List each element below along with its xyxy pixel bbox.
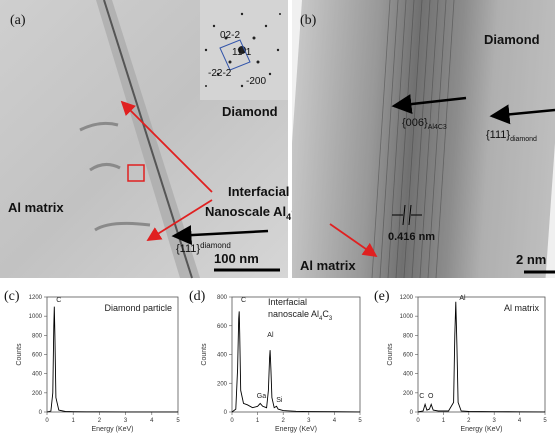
peak-label: Al (459, 295, 466, 302)
peak-label: O (428, 393, 434, 400)
x-tick-label: 2 (98, 418, 102, 424)
saed-index: -22-2 (208, 68, 232, 79)
chart-subtitle: nanoscale Al4C3 (268, 309, 333, 322)
x-tick-label: 5 (176, 418, 180, 424)
y-tick-label: 400 (32, 372, 43, 378)
plane-text: {006} (402, 117, 428, 129)
direction-sub: diamond (200, 241, 231, 250)
subtitle-part: nanoscale Al (268, 309, 319, 319)
peak-label: C (56, 297, 61, 304)
y-tick-label: 200 (32, 391, 43, 397)
plane-sub: Al4C3 (428, 124, 447, 131)
matrix-label: Al matrix (8, 200, 64, 215)
x-tick-label: 2 (467, 418, 471, 424)
x-tick-label: 3 (493, 418, 497, 424)
x-tick-label: 4 (518, 418, 522, 424)
chart-title: Al matrix (504, 303, 540, 313)
scale-label: 100 nm (214, 251, 259, 266)
y-tick-label: 1000 (400, 314, 414, 320)
panel-label: (b) (300, 13, 317, 28)
y-tick-label: 400 (217, 353, 228, 359)
y-axis-label: Counts (16, 343, 23, 366)
saed-label: Diamond (222, 104, 278, 119)
x-tick-label: 5 (543, 418, 547, 424)
diamond-label: Diamond (484, 32, 540, 47)
x-tick-label: 3 (124, 418, 128, 424)
peak-label: C (419, 393, 424, 400)
y-tick-label: 1000 (29, 314, 43, 320)
saed-index: -200 (246, 76, 266, 87)
page: 02-2 11-1 -22-2 -200 Diamond (a) Interfa… (0, 0, 555, 434)
y-tick-label: 600 (217, 324, 228, 330)
y-tick-label: 200 (217, 381, 228, 387)
y-tick-label: 0 (410, 410, 414, 416)
y-tick-label: 800 (217, 295, 228, 301)
y-tick-label: 400 (403, 372, 414, 378)
panel-a: 02-2 11-1 -22-2 -200 Diamond (a) Interfa… (0, 0, 306, 278)
x-tick-label: 5 (358, 418, 362, 424)
y-tick-label: 1200 (29, 295, 43, 301)
y-tick-label: 800 (32, 333, 43, 339)
x-tick-label: 4 (333, 418, 337, 424)
y-tick-label: 0 (224, 410, 228, 416)
panel-label: (e) (374, 289, 390, 304)
x-tick-label: 1 (256, 418, 260, 424)
plot-frame (47, 297, 178, 412)
x-tick-label: 2 (282, 418, 286, 424)
x-tick-label: 3 (307, 418, 311, 424)
panel-b: (b) Diamond {006}Al4C3 {111}diamond 0.41… (280, 0, 555, 278)
peak-label: Ga (257, 393, 266, 400)
direction-text: {111} (176, 243, 200, 255)
x-tick-label: 1 (72, 418, 76, 424)
x-axis-label: Energy (KeV) (91, 426, 133, 433)
y-axis-label: Counts (201, 343, 208, 366)
interface-label: Interfacial (228, 184, 289, 199)
x-tick-label: 4 (150, 418, 154, 424)
y-tick-label: 600 (403, 353, 414, 359)
saed-index: 02-2 (220, 30, 240, 41)
panel-label: (a) (10, 13, 26, 28)
scale-label: 2 nm (516, 252, 546, 267)
matrix-label: Al matrix (300, 258, 356, 273)
chart-title: Diamond particle (104, 303, 172, 313)
spacing-label: 0.416 nm (388, 231, 435, 243)
y-axis-label: Counts (387, 343, 394, 366)
peak-label: Al (267, 332, 274, 339)
saed-index: 11-1 (232, 47, 252, 58)
panel-label: (c) (4, 289, 20, 304)
panel-label: (d) (189, 289, 206, 304)
plot-frame (418, 297, 545, 412)
peak-label: C (241, 297, 246, 304)
spectrum-line (232, 311, 360, 412)
figure: 02-2 11-1 -22-2 -200 Diamond (a) Interfa… (0, 0, 555, 434)
x-tick-label: 0 (230, 418, 234, 424)
spectrum-line (418, 302, 545, 412)
y-tick-label: 200 (403, 391, 414, 397)
formula-part: Nanoscale Al (205, 204, 286, 219)
direction-sub: diamond (510, 136, 537, 143)
chart-title: Interfacial (268, 297, 307, 307)
subtitle-part: 3 (329, 316, 333, 322)
y-tick-label: 800 (403, 333, 414, 339)
x-tick-label: 0 (416, 418, 420, 424)
x-axis-label: Energy (KeV) (275, 426, 317, 433)
peak-label: Si (276, 397, 283, 404)
x-tick-label: 0 (45, 418, 49, 424)
x-axis-label: Energy (KeV) (460, 426, 502, 433)
direction-text: {111} (486, 129, 510, 141)
y-tick-label: 1200 (400, 295, 414, 301)
spectrum-line (47, 307, 178, 412)
y-tick-label: 600 (32, 353, 43, 359)
x-tick-label: 1 (442, 418, 446, 424)
y-tick-label: 0 (39, 410, 43, 416)
